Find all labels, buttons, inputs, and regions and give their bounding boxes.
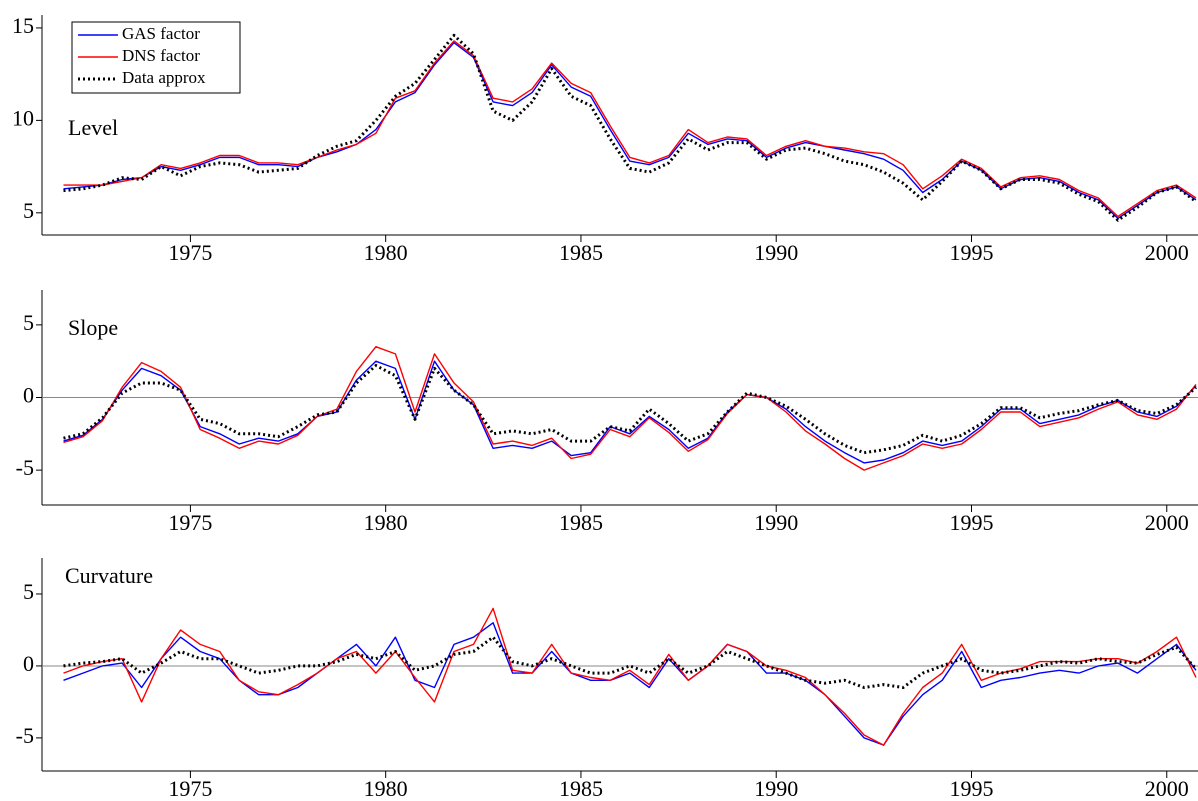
x-tick-label: 2000	[1145, 240, 1189, 265]
panel-title: Curvature	[65, 563, 153, 588]
series-line	[63, 42, 1197, 220]
series-line	[63, 635, 1198, 689]
x-tick-label: 1975	[168, 240, 212, 265]
panel-title: Level	[68, 115, 118, 140]
y-tick-label: 0	[23, 651, 34, 676]
x-tick-label: 1975	[168, 776, 212, 801]
x-tick-label: 1995	[949, 510, 993, 535]
x-tick-label: 1980	[364, 240, 408, 265]
x-tick-label: 1985	[559, 776, 603, 801]
legend-label: Data approx	[122, 68, 206, 87]
y-tick-label: 5	[23, 198, 34, 223]
x-tick-label: 1980	[364, 776, 408, 801]
x-tick-label: 1990	[754, 510, 798, 535]
panel-title: Slope	[68, 315, 118, 340]
legend-label: DNS factor	[122, 46, 200, 65]
y-tick-label: 5	[23, 579, 34, 604]
x-tick-label: 1990	[754, 776, 798, 801]
series-line	[63, 364, 1198, 455]
x-tick-label: 1995	[949, 776, 993, 801]
y-tick-label: -5	[16, 455, 34, 480]
y-tick-label: -5	[16, 723, 34, 748]
series-line	[63, 346, 1197, 471]
x-tick-label: 1975	[168, 510, 212, 535]
x-tick-label: 2000	[1145, 510, 1189, 535]
series-line	[63, 40, 1197, 218]
x-tick-label: 1985	[559, 240, 603, 265]
x-tick-label: 2000	[1145, 776, 1189, 801]
x-tick-label: 1990	[754, 240, 798, 265]
series-line	[63, 33, 1197, 222]
x-tick-label: 1985	[559, 510, 603, 535]
y-tick-label: 5	[23, 310, 34, 335]
series-line	[63, 360, 1197, 464]
x-tick-label: 1995	[949, 240, 993, 265]
y-tick-label: 10	[12, 105, 34, 130]
x-tick-label: 1980	[364, 510, 408, 535]
y-tick-label: 0	[23, 383, 34, 408]
legend-label: GAS factor	[122, 24, 200, 43]
y-tick-label: 15	[12, 13, 34, 38]
series-line	[63, 622, 1197, 746]
